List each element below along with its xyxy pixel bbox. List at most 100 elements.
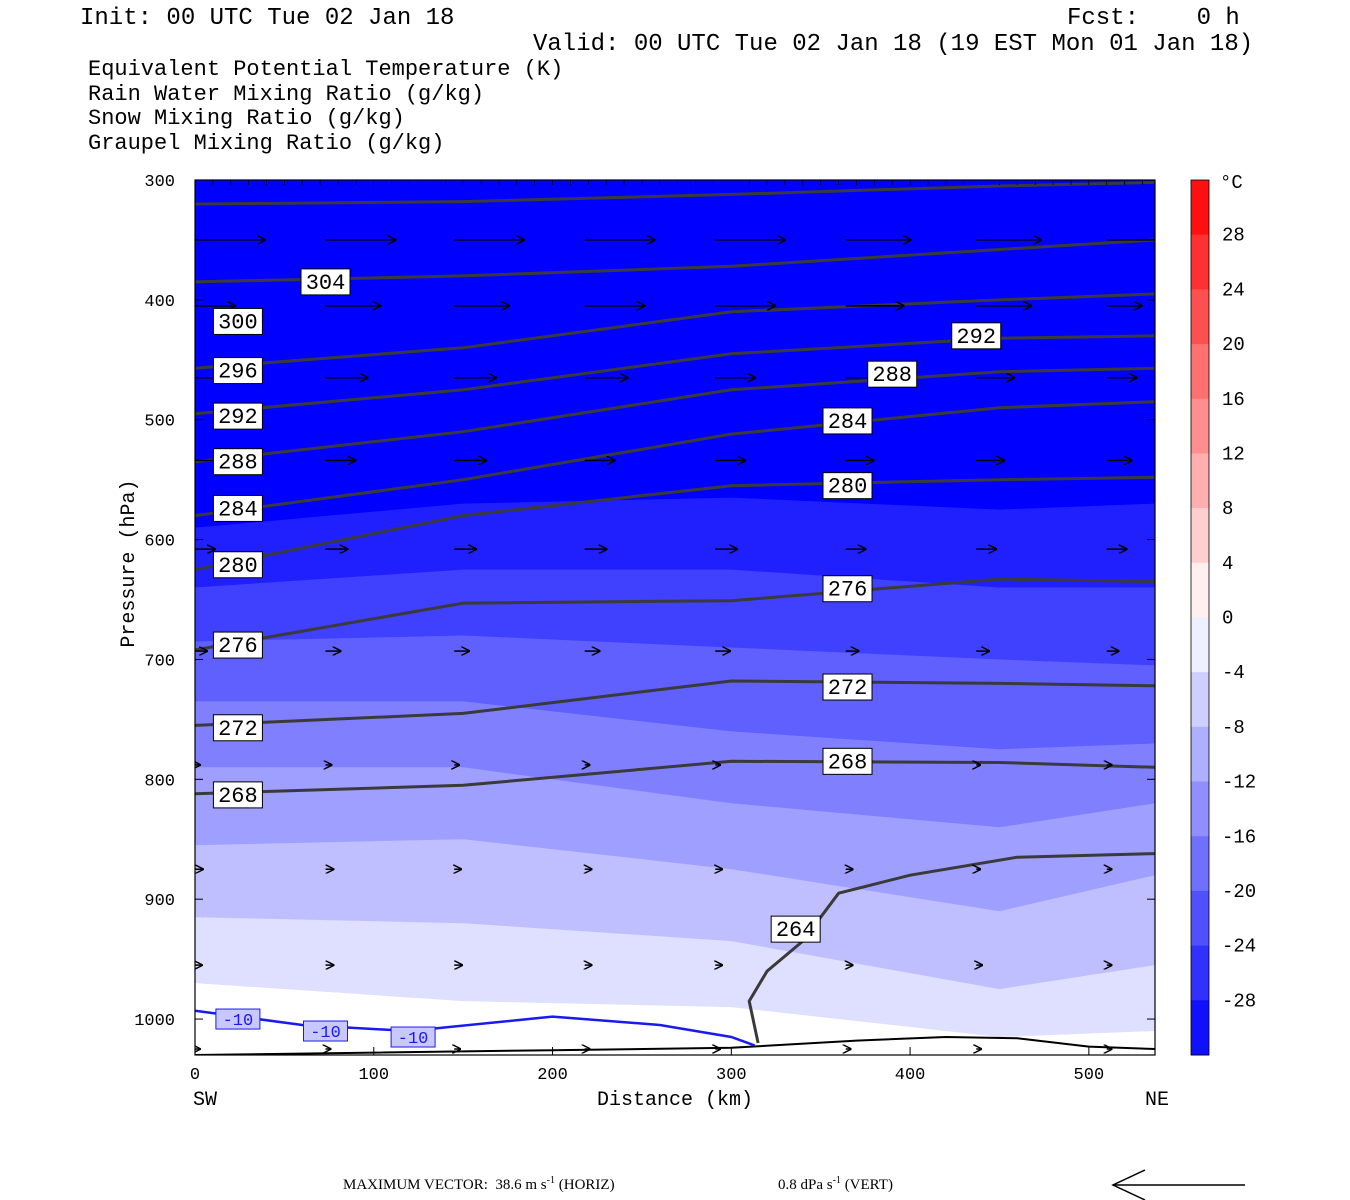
theta-e-label-box (822, 472, 873, 500)
theta-e-label: 288 (218, 451, 258, 476)
theta-e-contour-284 (195, 400, 1155, 518)
theta-e-label: 268 (218, 784, 258, 809)
x-tick-label: 100 (358, 1066, 389, 1085)
y-tick-label: 900 (144, 892, 175, 911)
colorbar-tick-label: 24 (1222, 279, 1245, 301)
theta-e-label: 292 (956, 325, 996, 350)
max-vector-vert-value: 0.8 dPa s (778, 1177, 833, 1193)
y-tick-label: 600 (144, 533, 175, 552)
colorbar-tick-label: -28 (1222, 990, 1256, 1012)
theta-e-label-box (822, 673, 873, 701)
max-vector-prefix: MAXIMUM VECTOR: (343, 1177, 488, 1193)
colorbar-tick-label: 4 (1222, 553, 1233, 575)
theta-e-contour-276 (195, 577, 1155, 652)
x-tick-label: 300 (716, 1066, 747, 1085)
colorbar-tick-label: -20 (1222, 881, 1256, 903)
theta-e-label: 272 (828, 676, 868, 701)
theta-e-contour-304 (195, 180, 1155, 206)
plot-frame (194, 179, 1156, 1056)
forecast-hour: Fcst: 0 h (1067, 5, 1240, 32)
colorbar-tick-label: -16 (1222, 826, 1256, 848)
colorbar-tick-label: -4 (1222, 662, 1245, 684)
y-tick-label: 700 (144, 652, 175, 671)
max-vector-vert: 0.8 dPa s-1 (VERT) (778, 1175, 893, 1194)
wind-vectors (195, 240, 1155, 1049)
y-tick-label: 400 (144, 293, 175, 312)
theta-e-label-box (212, 357, 263, 385)
max-vector-head (1111, 1169, 1146, 1200)
colorbar-band (1191, 234, 1209, 290)
theta-e-contours (195, 180, 1155, 1044)
theta-e-label-box (212, 402, 263, 430)
theta-e-label-box (212, 551, 263, 579)
legend-theta-e: Equivalent Potential Temperature (K) (88, 57, 564, 82)
colorbar-band (1191, 508, 1209, 564)
colorbar-band (1191, 781, 1209, 837)
isotherm-line (195, 1009, 756, 1047)
theta-e-label-box (770, 915, 821, 943)
ne-label: NE (1145, 1089, 1169, 1112)
isotherm-minus-10 (195, 1009, 756, 1047)
theta-e-contour-288 (195, 366, 1155, 464)
theta-e-label-box (822, 407, 873, 435)
theta-e-contour-280 (195, 475, 1155, 572)
x-tick-label: 200 (537, 1066, 568, 1085)
temperature-field (195, 180, 1155, 1055)
max-vector-arrow (1111, 1169, 1245, 1200)
theta-e-label: 276 (828, 578, 868, 603)
y-axis-title: Pressure (hPa) (118, 480, 141, 648)
vert-exponent: -1 (832, 1175, 841, 1186)
colorbar-band (1191, 398, 1209, 454)
theta-e-label-box (212, 494, 263, 522)
colorbar-band (1191, 836, 1209, 892)
isotherm-label: -10 (310, 1024, 341, 1043)
colorbar-tick-label: -8 (1222, 717, 1245, 739)
colorbar-band (1191, 945, 1209, 1001)
x-tick-label: 0 (190, 1066, 200, 1085)
theta-e-label: 280 (828, 475, 868, 500)
legend-graupel: Graupel Mixing Ratio (g/kg) (88, 131, 445, 156)
theta-e-label-box (822, 747, 873, 775)
colorbar-band (1191, 289, 1209, 345)
theta-e-contour-296 (195, 292, 1155, 370)
legend-snow: Snow Mixing Ratio (g/kg) (88, 106, 405, 131)
theta-e-label: 300 (218, 310, 258, 335)
x-tick-label: 500 (1074, 1066, 1105, 1085)
max-vector-text: MAXIMUM VECTOR: 38.6 m s-1 (HORIZ) (343, 1175, 615, 1194)
y-tick-label: 800 (144, 772, 175, 791)
theta-e-label: 268 (828, 750, 868, 775)
colorbar-frame (1190, 179, 1210, 1056)
legend-rain: Rain Water Mixing Ratio (g/kg) (88, 82, 485, 107)
colorbar-band (1191, 453, 1209, 509)
isotherm-label-box (303, 1020, 349, 1042)
theta-e-contour-292 (195, 334, 1155, 416)
theta-e-label-box (212, 448, 263, 476)
sw-label: SW (193, 1089, 217, 1112)
theta-e-label: 284 (828, 410, 868, 435)
x-tick-label: 400 (895, 1066, 926, 1085)
colorbar-band (1191, 344, 1209, 400)
isotherm-label: -10 (398, 1030, 429, 1049)
colorbar-band (1191, 180, 1209, 236)
theta-e-label: 280 (218, 554, 258, 579)
horiz-exponent: -1 (546, 1175, 555, 1186)
y-tick-label: 500 (144, 413, 175, 432)
theta-e-label-box (212, 307, 263, 335)
colorbar-band (1191, 890, 1209, 947)
theta-e-label-box (300, 268, 351, 296)
contour-labels: 3043002962922882842802762722682922882842… (212, 268, 1002, 1049)
colorbar-tick-label: 20 (1222, 334, 1245, 356)
theta-e-label: 272 (218, 717, 258, 742)
colorbar-band (1191, 617, 1209, 673)
terrain-line (195, 1035, 1155, 1055)
init-time: Init: 00 UTC Tue 02 Jan 18 (80, 5, 455, 32)
colorbar-tick-label: 12 (1222, 443, 1245, 465)
max-vector-horiz-value: 38.6 m s (495, 1177, 547, 1193)
isotherm-label-box (215, 1008, 261, 1030)
colorbar-band (1191, 562, 1209, 618)
theta-e-contour-264 (747, 852, 1155, 1044)
theta-e-label-box (867, 360, 918, 388)
theta-e-label: 264 (776, 918, 816, 943)
theta-e-contour-300 (195, 238, 1155, 284)
